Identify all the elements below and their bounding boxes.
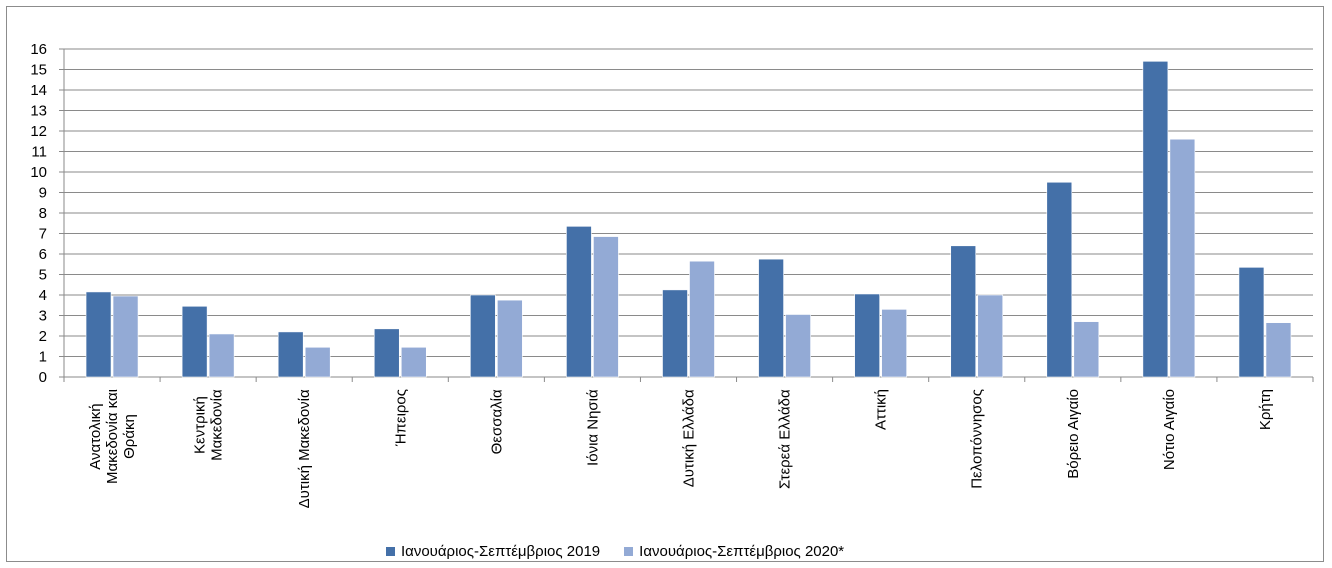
x-category-label: Βόρειο Αιγαίο xyxy=(1065,389,1082,479)
bar-2020 xyxy=(977,294,1004,378)
y-tick-label: 2 xyxy=(39,328,47,345)
x-category-label: ΚεντρικήΜακεδονία xyxy=(192,389,226,461)
bar-2019 xyxy=(1142,60,1169,378)
bar-2020 xyxy=(304,346,331,378)
x-category-label: Θεσσαλία xyxy=(488,389,505,454)
chart-frame xyxy=(6,6,1324,562)
bar-2020 xyxy=(112,295,139,378)
x-category-label: Αττική xyxy=(873,389,890,430)
y-tick-label: 15 xyxy=(30,62,47,79)
x-category-label: Ιόνια Νησιά xyxy=(584,389,601,466)
bar-2019 xyxy=(1238,267,1265,378)
x-category-label: ΑνατολικήΜακεδονία καιΘράκη xyxy=(87,389,138,484)
y-tick-label: 6 xyxy=(39,246,47,263)
y-tick-label: 7 xyxy=(39,226,47,243)
bar-2020 xyxy=(400,346,427,378)
y-tick-label: 13 xyxy=(30,103,47,120)
y-tick-label: 0 xyxy=(39,369,47,386)
bar-2019 xyxy=(1046,181,1073,378)
legend-swatch-2019 xyxy=(386,546,395,556)
bar-2019 xyxy=(373,328,400,378)
legend-swatch-2020 xyxy=(624,546,634,556)
y-tick-label: 14 xyxy=(30,82,47,99)
y-tick-label: 12 xyxy=(30,123,47,140)
y-tick-label: 3 xyxy=(39,308,47,325)
y-tick-label: 8 xyxy=(39,205,47,222)
bar-2020 xyxy=(497,299,523,378)
x-category-label: Στερεά Ελλάδα xyxy=(777,389,794,489)
x-category-label: Δυτική Μακεδονία xyxy=(296,389,313,508)
bar-2020 xyxy=(208,333,235,378)
x-category-label: Ήπειρος xyxy=(392,389,409,447)
x-category-label: Δυτική Ελλάδα xyxy=(681,389,698,487)
bar-2020 xyxy=(1169,138,1196,378)
y-tick-label: 1 xyxy=(39,349,47,366)
y-tick-label: 10 xyxy=(30,164,47,181)
legend-item-2020: Ιανουάριος-Σεπτέμβριος 2020* xyxy=(624,543,844,560)
bar-2019 xyxy=(950,245,977,378)
x-category-label: Νότιο Αιγαίο xyxy=(1161,389,1178,470)
bar-2020 xyxy=(1073,321,1100,378)
bar-2020 xyxy=(593,236,619,378)
bar-2019 xyxy=(854,293,880,378)
y-tick-label: 11 xyxy=(31,144,47,161)
legend: Ιανουάριος-Σεπτέμβριος 2019 Ιανουάριος-Σ… xyxy=(386,541,868,561)
bar-2020 xyxy=(785,314,811,378)
legend-label-2019: Ιανουάριος-Σεπτέμβριος 2019 xyxy=(401,542,601,560)
bar-2019 xyxy=(758,258,784,378)
y-tick-label: 9 xyxy=(39,185,47,202)
bar-2019 xyxy=(85,291,112,378)
bar-2020 xyxy=(881,309,907,378)
legend-label-2020: Ιανουάριος-Σεπτέμβριος 2020* xyxy=(639,542,845,560)
y-tick-label: 4 xyxy=(39,287,47,304)
bar-2019 xyxy=(470,294,496,378)
y-tick-label: 5 xyxy=(39,267,47,284)
bar-2019 xyxy=(277,331,304,378)
bar-2020 xyxy=(689,260,715,378)
x-category-label: Πελοπόννησος xyxy=(969,389,986,489)
y-tick-label: 16 xyxy=(30,41,47,58)
bar-2019 xyxy=(662,289,688,378)
legend-item-2019: Ιανουάριος-Σεπτέμβριος 2019 xyxy=(386,543,600,560)
bar-2020 xyxy=(1265,322,1292,378)
bar-2019 xyxy=(566,226,592,378)
bar-2019 xyxy=(181,305,208,378)
x-category-label: Κρήτη xyxy=(1257,389,1274,430)
